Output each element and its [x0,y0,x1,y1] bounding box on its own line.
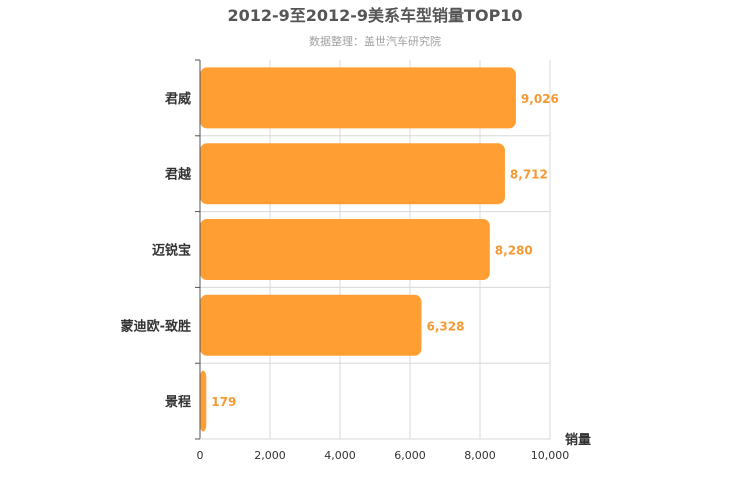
x-tick-label: 6,000 [394,449,426,462]
bar [200,294,422,356]
bar-value-label: 8,712 [510,168,548,182]
x-tick-labels: 0 2,000 4,000 6,000 8,000 10,000 [197,449,570,462]
bar-value-label: 6,328 [426,319,464,333]
x-tick-label: 10,000 [531,449,570,462]
bars [200,67,516,432]
x-tick-label: 2,000 [254,449,286,462]
chart-title: 2012-9至2012-9美系车型销量TOP10 [227,6,522,25]
x-tick-label: 4,000 [324,449,356,462]
category-label: 蒙迪欧-致胜 [121,318,191,334]
category-label: 君威 [165,91,191,107]
bar-value-label: 8,280 [495,244,533,258]
bar [200,67,516,129]
category-label: 景程 [165,395,191,410]
category-label: 迈锐宝 [152,243,191,259]
x-tick-label: 8,000 [464,449,496,462]
axes [195,59,550,440]
bar-value-label: 179 [211,395,236,409]
value-labels: 9,026 8,712 8,280 6,328 179 [211,92,559,409]
category-label: 君越 [165,167,192,183]
x-tick-label: 0 [197,449,204,462]
bar [200,370,207,432]
bar-value-label: 9,026 [521,92,559,106]
x-axis-label: 销量 [565,432,591,448]
bar [200,219,490,280]
bar [200,143,505,205]
chart-subtitle: 数据整理：盖世汽车研究院 [309,34,441,48]
